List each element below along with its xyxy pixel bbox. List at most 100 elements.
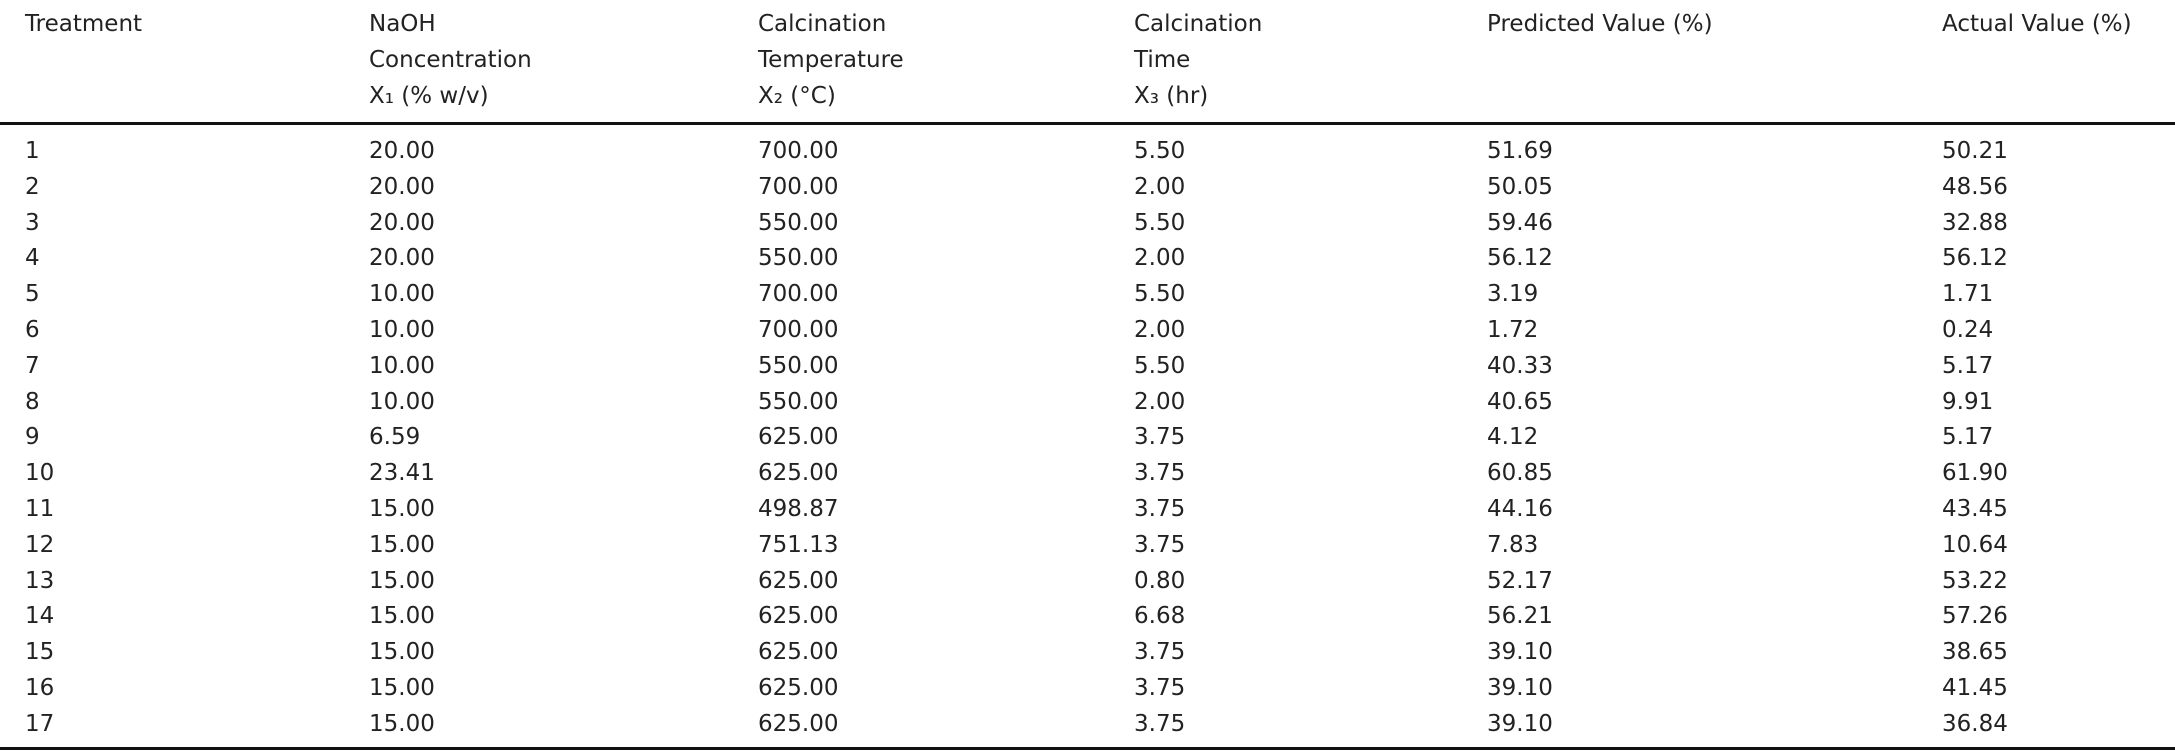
cell: 3.75 [1134, 675, 1186, 701]
cell: 39.10 [1487, 675, 1553, 701]
cell: 3.75 [1134, 639, 1186, 666]
cell: 52.17 [1487, 567, 1553, 594]
cell: 625.00 [758, 710, 839, 737]
cell: 4.12 [1487, 424, 1539, 451]
cell: 1 [25, 138, 40, 164]
bottom-rule [0, 747, 2175, 750]
cell: 10 [25, 460, 55, 487]
cell: 1.71 [1942, 281, 1994, 308]
cell: 15.00 [369, 496, 435, 522]
cell: 2 [25, 173, 40, 200]
cell: 39.10 [1487, 710, 1553, 737]
cell: 6.68 [1134, 603, 1186, 630]
cell: 5.50 [1134, 138, 1186, 164]
cell: 5.17 [1942, 424, 1994, 451]
cell: 32.88 [1942, 209, 2008, 236]
cell: 60.85 [1487, 460, 1553, 487]
cell: 15.00 [369, 567, 435, 594]
cell: 751.13 [758, 531, 839, 558]
cell: 3.19 [1487, 281, 1539, 308]
cell: 3.75 [1134, 496, 1186, 522]
cell: 4 [25, 245, 40, 272]
cell: 6.59 [369, 424, 421, 451]
column-header: Time [1134, 47, 1191, 73]
cell: 2.00 [1134, 317, 1186, 343]
cell: 3.75 [1134, 460, 1186, 487]
column-header: X₃ (hr) [1134, 83, 1209, 109]
cell: 625.00 [758, 639, 839, 666]
cell: 20.00 [369, 209, 435, 236]
cell: 700.00 [758, 317, 839, 343]
cell: 15.00 [369, 710, 435, 737]
cell: 56.12 [1942, 245, 2008, 272]
cell: 5.17 [1942, 352, 1994, 379]
cell: 17 [25, 710, 55, 737]
cell: 0.24 [1942, 317, 1994, 343]
cell: 12 [25, 531, 55, 558]
cell: 5.50 [1134, 281, 1186, 308]
column-header: X₂ (°C) [758, 83, 836, 109]
column-header: Predicted Value (%) [1487, 11, 1713, 37]
cell: 10.00 [369, 281, 435, 308]
cell: 40.65 [1487, 388, 1553, 415]
cell: 700.00 [758, 281, 839, 308]
column-header: Temperature [758, 47, 904, 73]
cell: 15.00 [369, 603, 435, 630]
cell: 41.45 [1942, 675, 2008, 701]
cell: 36.84 [1942, 710, 2008, 737]
cell: 625.00 [758, 567, 839, 594]
cell: 56.21 [1487, 603, 1553, 630]
cell: 20.00 [369, 245, 435, 272]
cell: 625.00 [758, 603, 839, 630]
cell: 3.75 [1134, 710, 1186, 737]
cell: 5.50 [1134, 209, 1186, 236]
cell: 2.00 [1134, 245, 1186, 272]
cell: 3.75 [1134, 531, 1186, 558]
cell: 3.75 [1134, 424, 1186, 451]
cell: 10.00 [369, 352, 435, 379]
cell: 10.64 [1942, 531, 2008, 558]
column-header: Concentration [369, 47, 532, 73]
cell: 2.00 [1134, 173, 1186, 200]
cell: 625.00 [758, 460, 839, 487]
cell: 9.91 [1942, 388, 1994, 415]
cell: 550.00 [758, 209, 839, 236]
cell: 56.12 [1487, 245, 1553, 272]
cell: 3 [25, 209, 40, 236]
cell: 0.80 [1134, 567, 1186, 594]
cell: 625.00 [758, 675, 839, 701]
cell: 8 [25, 388, 40, 415]
cell: 7 [25, 352, 40, 379]
cell: 7.83 [1487, 531, 1539, 558]
cell: 50.05 [1487, 173, 1553, 200]
cell: 700.00 [758, 173, 839, 200]
cell: 15.00 [369, 531, 435, 558]
cell: 38.65 [1942, 639, 2008, 666]
cell: 40.33 [1487, 352, 1553, 379]
cell: 11 [25, 496, 55, 522]
cell: 53.22 [1942, 567, 2008, 594]
cell: 13 [25, 567, 55, 594]
column-header: Calcination [1134, 11, 1263, 37]
cell: 51.69 [1487, 138, 1553, 164]
cell: 550.00 [758, 245, 839, 272]
cell: 16 [25, 675, 55, 701]
cell: 43.45 [1942, 496, 2008, 522]
column-header: Treatment [25, 11, 143, 37]
column-header: NaOH [369, 11, 436, 37]
cell: 10.00 [369, 388, 435, 415]
cell: 57.26 [1942, 603, 2008, 630]
column-header: Actual Value (%) [1942, 11, 2132, 37]
cell: 5 [25, 281, 40, 308]
cell: 2.00 [1134, 388, 1186, 415]
cell: 625.00 [758, 424, 839, 451]
cell: 9 [25, 424, 40, 451]
column-header: X₁ (% w/v) [369, 83, 489, 109]
column-header: Calcination [758, 11, 887, 37]
cell: 15 [25, 639, 55, 666]
cell: 6 [25, 317, 40, 343]
cell: 61.90 [1942, 460, 2008, 487]
cell: 498.87 [758, 496, 839, 522]
cell: 10.00 [369, 317, 435, 343]
